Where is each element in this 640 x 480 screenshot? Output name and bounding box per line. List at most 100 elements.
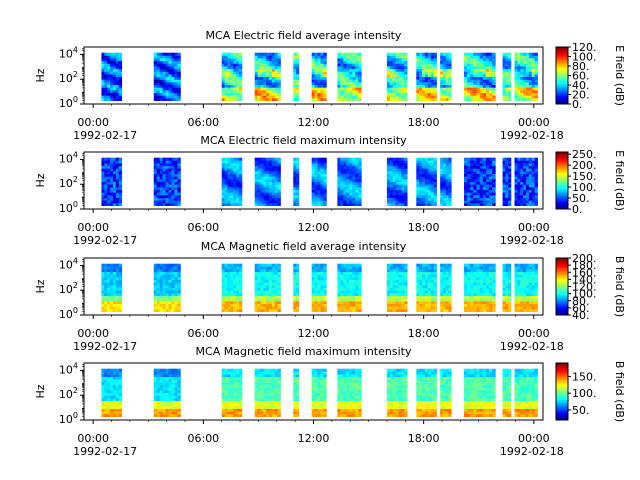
spectrogram-cell (358, 163, 362, 167)
spectrogram-cell (433, 60, 437, 64)
colorbar-step (556, 201, 568, 204)
spectrogram-cell (445, 303, 449, 307)
spectrogram-cell (230, 274, 234, 278)
spectrogram-cell (107, 308, 111, 312)
spectrogram-cell (323, 171, 327, 175)
spectrogram-cell (171, 95, 175, 99)
spectrogram-cell (277, 303, 281, 307)
spectrogram-cell (263, 189, 267, 193)
spectrogram-cell (445, 76, 449, 80)
spectrogram-cell (416, 97, 420, 101)
spectrogram-cell (392, 269, 396, 273)
spectrogram-cell (395, 73, 399, 78)
spectrogram-cell (395, 55, 399, 59)
spectrogram-cell (230, 189, 234, 193)
spectrogram-cell (508, 298, 512, 302)
spectrogram-cell (531, 189, 536, 193)
spectrogram-cell (171, 92, 175, 96)
spectrogram-cell (277, 202, 281, 206)
spectrogram-cell (442, 92, 447, 96)
spectrogram-cell (445, 178, 449, 183)
spectrogram-cell (153, 181, 158, 185)
spectrogram-cell (419, 271, 423, 275)
spectrogram-cell (520, 176, 524, 180)
spectrogram-cell (112, 92, 117, 96)
spectrogram-cell (221, 277, 225, 281)
spectrogram-segment (386, 157, 408, 206)
spectrogram-cell (165, 173, 169, 177)
colorbar-step (556, 196, 568, 199)
spectrogram-cell (153, 271, 158, 275)
spectrogram-cell (171, 200, 175, 204)
spectrogram-cell (442, 81, 447, 86)
spectrogram-cell (346, 52, 350, 56)
spectrogram-cell (159, 92, 164, 96)
spectrogram-cell (427, 197, 432, 201)
spectrogram-cell (293, 178, 297, 183)
spectrogram-cell (112, 171, 117, 175)
spectrogram-cell (159, 263, 164, 267)
spectrogram-cell (505, 163, 509, 167)
spectrogram-cell (118, 284, 123, 289)
spectrogram-cell (528, 274, 533, 278)
spectrogram-cell (153, 173, 158, 177)
spectrogram-cell (352, 97, 356, 101)
colorbar-tick-label: 80. (572, 60, 590, 73)
spectrogram-cell (221, 284, 225, 289)
spectrogram-cell (523, 290, 527, 294)
spectrogram-cell (174, 81, 178, 86)
spectrogram-cell (398, 186, 402, 191)
spectrogram-cell (156, 160, 161, 164)
spectrogram-cell (271, 79, 276, 83)
spectrogram-cell (464, 171, 468, 175)
spectrogram-cell (230, 160, 234, 164)
spectrogram-cell (107, 55, 111, 59)
spectrogram-cell (110, 92, 114, 96)
spectrogram-cell (389, 52, 394, 56)
spectrogram-cell (263, 55, 267, 59)
spectrogram-cell (104, 171, 108, 175)
spectrogram-cell (520, 271, 524, 275)
spectrogram-cell (485, 279, 490, 283)
x-tick-label: 12:00 (298, 221, 330, 234)
spectrogram-cell (467, 73, 471, 78)
spectrogram-cell (156, 71, 161, 75)
spectrogram-cell (352, 189, 356, 193)
spectrogram-cell (257, 263, 261, 267)
spectrogram-cell (314, 66, 318, 70)
spectrogram-cell (165, 178, 169, 183)
spectrogram-cell (233, 298, 237, 302)
spectrogram-cell (314, 73, 318, 78)
spectrogram-cell (389, 76, 394, 80)
spectrogram-cell (492, 89, 496, 93)
spectrogram-cell (257, 277, 261, 281)
spectrogram-cell (296, 163, 300, 167)
spectrogram-cell (430, 300, 435, 304)
spectrogram-cell (445, 298, 449, 302)
spectrogram-cell (349, 279, 353, 283)
spectrogram-cell (118, 290, 123, 294)
spectrogram-cell (110, 63, 114, 67)
spectrogram-cell (269, 58, 273, 62)
spectrogram-cell (227, 306, 231, 310)
spectrogram-cell (277, 292, 281, 297)
spectrogram-cell (445, 284, 449, 289)
spectrogram-cell (257, 178, 261, 183)
spectrogram-cell (392, 184, 396, 188)
spectrogram-cell (508, 95, 512, 99)
spectrogram-cell (517, 263, 521, 267)
colorbar-step (556, 189, 568, 191)
spectrogram-cell (317, 266, 321, 270)
spectrogram-cell (230, 192, 234, 196)
spectrogram-cell (174, 157, 178, 161)
colorbar-step (556, 74, 568, 76)
spectrogram-cell (502, 73, 506, 78)
spectrogram-cell (485, 81, 490, 86)
spectrogram-cell (440, 271, 444, 275)
spectrogram-cell (416, 306, 420, 310)
spectrogram-cell (115, 176, 120, 180)
spectrogram-cell (118, 282, 123, 286)
spectrogram-cell (221, 274, 225, 278)
spectrogram-cell (482, 298, 487, 302)
spectrogram-cell (398, 308, 402, 312)
